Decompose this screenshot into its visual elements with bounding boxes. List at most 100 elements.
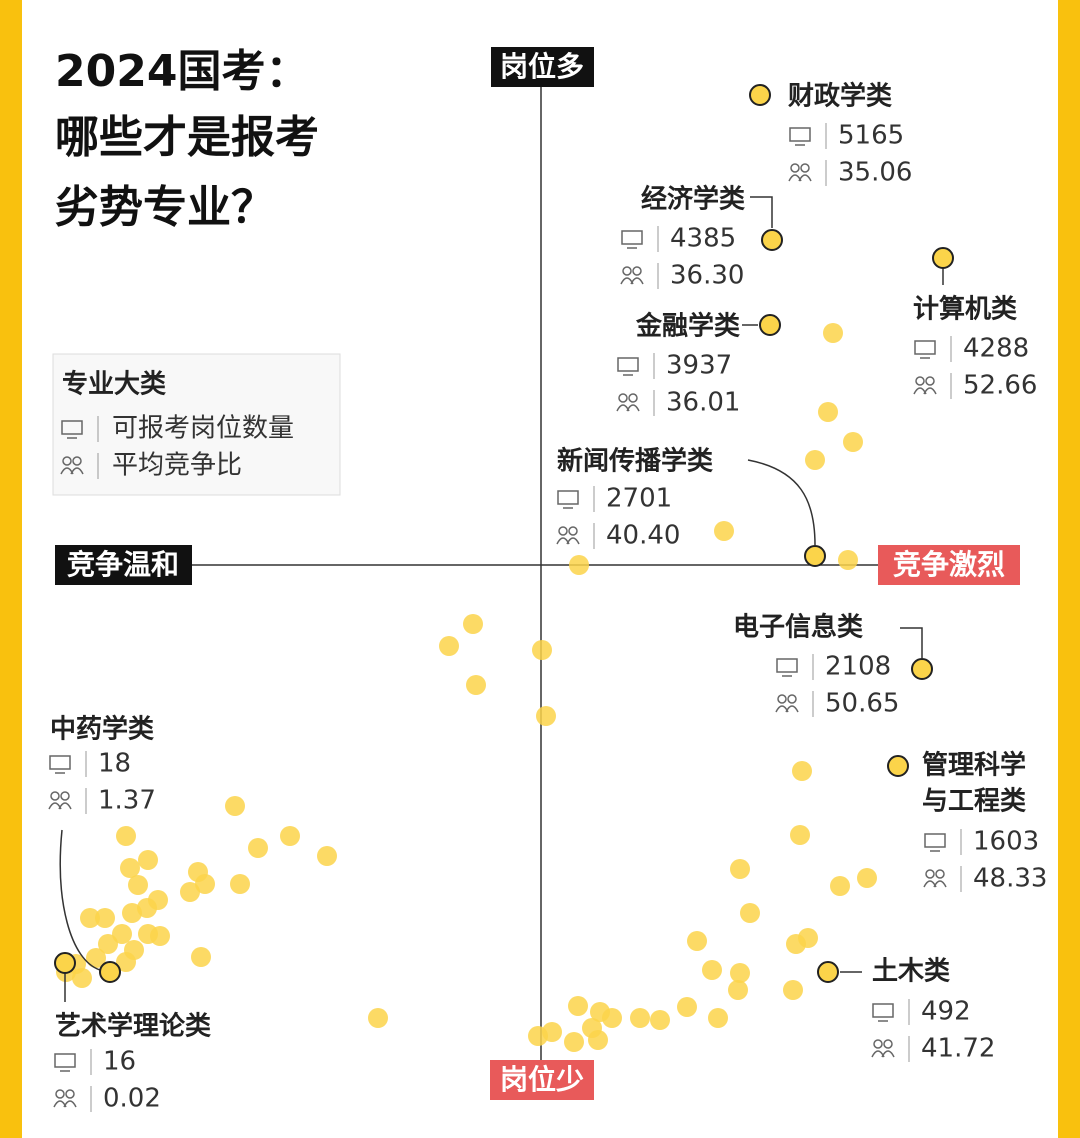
people-icon [618,393,628,403]
people-icon [632,266,642,276]
dot [804,545,826,567]
dot [857,868,877,888]
dot [786,934,806,954]
dot [439,636,459,656]
people-icon [622,266,632,276]
people-icon [935,869,945,879]
ratio: 50.65 [825,689,899,719]
ratio: 35.06 [838,158,912,188]
dot [740,903,760,923]
people-icon [60,791,70,801]
title: 2024国考： [55,46,309,97]
people-icon [65,1089,75,1099]
people-icon [798,174,812,182]
connector [747,459,816,546]
people-icon [800,163,810,173]
positions: 16 [103,1047,136,1077]
ratio: 40.40 [606,521,680,551]
dots [56,323,877,1052]
dot [150,926,170,946]
dot [72,968,92,988]
legend-title: 专业大类 [62,370,166,400]
dot [887,755,909,777]
ratio: 48.33 [973,864,1047,894]
item-name: 与工程类 [922,787,1026,817]
item-name: 财政学类 [788,81,892,112]
dot [116,826,136,846]
people-icon [925,376,935,386]
axis-box [490,1060,594,1100]
positions: 5165 [838,121,904,151]
dot [687,931,707,951]
people-icon [63,1100,77,1108]
ratio: 52.66 [963,371,1037,401]
dot [528,1026,548,1046]
people-icon [883,1039,893,1049]
dot [702,960,722,980]
monitor-icon [61,420,83,435]
positions: 492 [921,997,971,1027]
people-icon [787,694,797,704]
dot [911,658,933,680]
positions: 4385 [670,224,736,254]
dot [730,963,750,983]
axis-box [878,545,1020,585]
monitor-icon [872,1003,894,1018]
monitor-icon [617,357,639,372]
people-icon [925,869,935,879]
people-icon [50,791,60,801]
dot [536,706,556,726]
dot [650,1010,670,1030]
people-icon [58,802,72,810]
dot [730,859,750,879]
monitor-icon [621,230,643,245]
people-icon [566,537,580,545]
title: 哪些才是报考 [55,112,319,163]
monitor-icon [914,340,936,355]
monitor-icon [49,755,71,770]
positions: 2701 [606,484,672,514]
dot [830,876,850,896]
legend-row: 平均竞争比 [112,451,242,481]
item-name: 艺术学理论类 [55,1011,211,1042]
people-icon [933,880,947,888]
dot [749,84,771,106]
people-icon [915,376,925,386]
dot [191,947,211,967]
dot [818,402,838,422]
dot [466,675,486,695]
positions: 18 [98,749,131,779]
axis-label: 岗位多 [500,50,584,83]
dot [463,614,483,634]
dot [532,640,552,660]
positions: 2108 [825,652,891,682]
item-name: 新闻传播学类 [557,446,713,477]
people-icon [628,393,638,403]
dot [180,882,200,902]
dot [805,450,825,470]
ratio: 41.72 [921,1034,995,1064]
dot [86,948,106,968]
ratio: 36.30 [670,261,744,291]
ratio: 36.01 [666,388,740,418]
dot [248,838,268,858]
people-icon [72,456,82,466]
dot [728,980,748,1000]
people-icon [630,277,644,285]
people-icon [558,526,568,536]
dot [817,961,839,983]
dot [122,903,142,923]
dot [230,874,250,894]
dot [368,1008,388,1028]
monitor-icon [924,833,946,848]
people-icon [70,467,84,475]
dot [783,980,803,1000]
dot [759,314,781,336]
dot [120,858,140,878]
dot [95,908,115,928]
connector [750,196,773,228]
positions: 1603 [973,827,1039,857]
axis-box [55,545,192,585]
dot [225,796,245,816]
